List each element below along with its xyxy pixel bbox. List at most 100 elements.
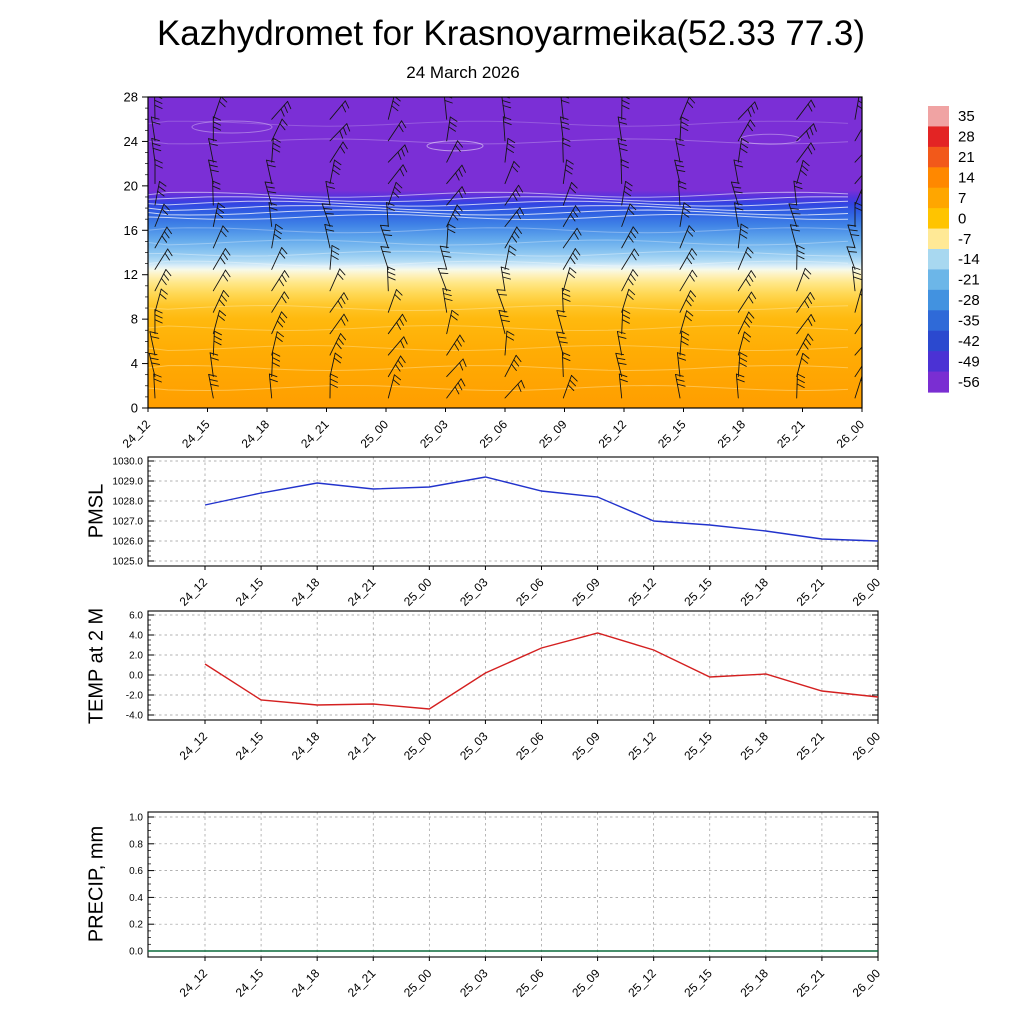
time-tick-label: 24_15	[233, 575, 267, 609]
colorbar-tick-label: 28	[958, 129, 975, 146]
time-tick-label: 24_18	[289, 575, 323, 609]
contour-line	[148, 138, 849, 145]
time-tick-label: 25_21	[794, 966, 828, 1000]
height-tick-label: 8	[131, 312, 138, 327]
colorbar-tick-label: 21	[958, 149, 975, 166]
time-tick-label: 25_12	[625, 966, 659, 1000]
contour-line	[148, 196, 849, 203]
colorbar-cell	[928, 371, 949, 393]
time-tick-label: 25_03	[457, 966, 491, 1000]
height-tick-label: 24	[124, 134, 138, 149]
time-tick-label: 24_12	[177, 966, 211, 1000]
height-tick-label: 4	[131, 356, 138, 371]
time-tick-label: 24_12	[177, 575, 211, 609]
colorbar-tick-label: -35	[958, 313, 980, 330]
page-title: Kazhydromet for Krasnoyarmeika(52.33 77.…	[156, 14, 866, 53]
time-tick-label: 24_12	[177, 729, 211, 763]
pmsl-panel: 24_12 24_15 24_18 24_21 25_00 25_03 25_06 25_09…	[112, 456, 883, 609]
time-tick-label: 25_21	[794, 575, 828, 609]
contour-loop	[426, 140, 484, 152]
pmsl-line	[204, 476, 879, 542]
contour-line	[148, 260, 849, 267]
colorbar-cell	[928, 126, 949, 148]
colorbar-tick-label: 0	[958, 210, 966, 227]
contour-line	[148, 304, 849, 312]
colorbar-cell	[928, 208, 949, 230]
colorbar-cell	[928, 310, 949, 332]
precip-frame	[147, 811, 879, 958]
colorbar-cell	[928, 228, 949, 250]
time-tick-label: 25_15	[681, 729, 715, 763]
value-tick-label: 0.8	[129, 839, 143, 850]
temperature-field	[148, 97, 862, 408]
time-tick-label: 24_21	[345, 966, 379, 1000]
value-tick-label: 1029.0	[112, 477, 143, 488]
time-tick-label: 25_06	[513, 575, 547, 609]
value-tick-label: 0.2	[129, 920, 143, 931]
contour-line	[148, 384, 849, 392]
colorbar-tick-label: -14	[958, 251, 980, 268]
contour-line	[148, 325, 849, 332]
height-tick-label: 16	[124, 223, 138, 238]
contour-line	[148, 213, 849, 221]
contour-line	[148, 344, 849, 352]
time-tick-label: 25_15	[681, 575, 715, 609]
colorbar-tick-label: -56	[958, 374, 980, 391]
time-tick-label: 25_21	[794, 729, 828, 763]
time-tick-label: 25_03	[457, 575, 491, 609]
colorbar: 35 28 21 14 7 0 -7 -14 -21 -28 -35 -42 -49 -56	[928, 106, 980, 393]
time-tick-label: 24_15	[233, 966, 267, 1000]
time-tick-label: 24_21	[298, 417, 332, 451]
time-tick-label: 24_18	[289, 729, 323, 763]
time-tick-label: 25_03	[457, 729, 491, 763]
value-tick-label: -2.0	[126, 691, 144, 702]
colorbar-tick-label: -28	[958, 292, 980, 309]
height-tick-label: 20	[124, 178, 138, 193]
colorbar-tick-label: 35	[958, 108, 975, 125]
time-tick-label: 25_06	[513, 729, 547, 763]
colorbar-tick-label: -42	[958, 333, 980, 350]
value-tick-label: 0.0	[129, 671, 143, 682]
time-tick-label: 25_00	[401, 575, 435, 609]
contour-line	[148, 227, 849, 234]
time-tick-label: 25_06	[477, 417, 511, 451]
colorbar-tick-label: 7	[958, 190, 966, 207]
value-tick-label: 1030.0	[112, 457, 143, 468]
colorbar-cell	[928, 187, 949, 209]
time-tick-label: 25_09	[569, 729, 603, 763]
time-tick-label: 24_15	[179, 417, 213, 451]
date-subtitle: 24 March 2026	[406, 63, 520, 82]
value-tick-label: 1027.0	[112, 517, 143, 528]
time-tick-label: 25_09	[536, 417, 570, 451]
value-tick-label: 0.6	[129, 866, 143, 877]
time-tick-label: 26_00	[850, 729, 884, 763]
colorbar-tick-label: -21	[958, 272, 980, 289]
time-tick-label: 24_21	[345, 575, 379, 609]
time-tick-label: 24_15	[233, 729, 267, 763]
value-tick-label: 1028.0	[112, 497, 143, 508]
time-tick-label: 25_00	[401, 966, 435, 1000]
time-tick-label: 25_18	[737, 729, 771, 763]
height-tick-label: 28	[124, 90, 138, 105]
time-tick-label: 25_03	[417, 417, 451, 451]
time-tick-label: 25_15	[681, 966, 715, 1000]
time-tick-label: 26_00	[834, 417, 868, 451]
temp-2m-panel: 24_12 24_15 24_18 24_21 25_00 25_03 25_06 25_09…	[126, 610, 884, 763]
time-tick-label: 25_15	[655, 417, 689, 451]
colorbar-tick-label: 14	[958, 170, 975, 187]
time-tick-label: 24_18	[289, 966, 323, 1000]
value-tick-label: 0.0	[129, 947, 143, 958]
profile-panel	[148, 97, 862, 408]
time-tick-label: 25_21	[774, 417, 808, 451]
time-tick-label: 25_00	[401, 729, 435, 763]
time-tick-label: 25_06	[513, 966, 547, 1000]
height-tick-label: 12	[124, 267, 138, 282]
time-tick-label: 26_00	[850, 966, 884, 1000]
time-tick-label: 25_18	[737, 966, 771, 1000]
colorbar-tick-label: -7	[958, 231, 971, 248]
temp-2m-frame	[147, 610, 879, 721]
time-tick-label: 25_12	[596, 417, 630, 451]
precip-panel: 24_12 24_15 24_18 24_21 25_00 25_03 25_06 25_09…	[129, 811, 884, 1000]
value-tick-label: 1025.0	[112, 557, 143, 568]
